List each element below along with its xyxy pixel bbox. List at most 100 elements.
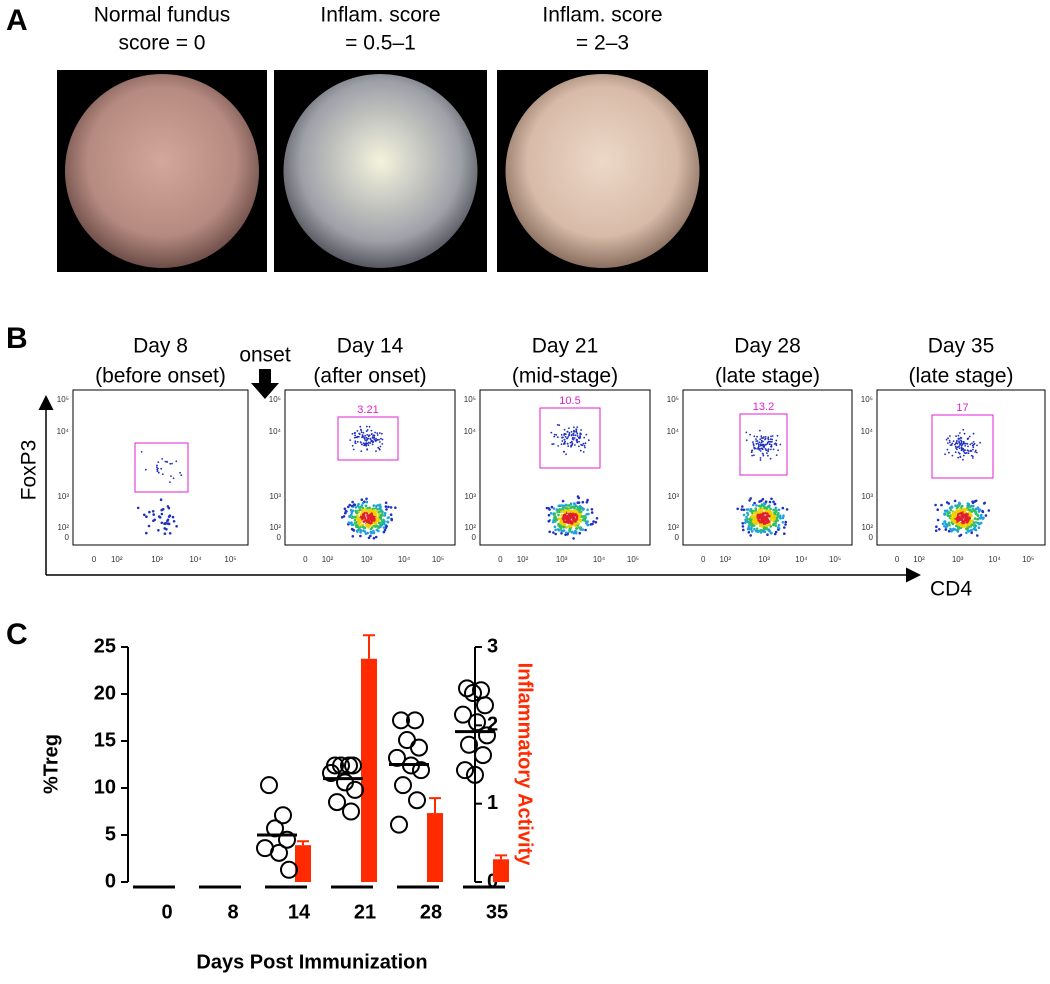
event-dot	[976, 444, 978, 447]
x-tick-label: 0	[92, 555, 97, 564]
event-dot	[767, 454, 769, 457]
x-tick-label: 14	[288, 901, 311, 923]
event-dot	[385, 508, 388, 511]
event-dot	[580, 429, 582, 431]
event-dot	[157, 471, 160, 474]
event-dot	[567, 504, 571, 507]
event-dot	[140, 451, 143, 453]
event-dot	[762, 526, 766, 529]
event-dot	[766, 452, 768, 454]
event-dot	[172, 477, 175, 480]
event-dot	[962, 450, 965, 453]
event-dot	[955, 511, 959, 514]
event-dot	[175, 460, 178, 463]
event-dot	[753, 512, 757, 515]
event-dot	[165, 460, 168, 463]
event-dot	[762, 502, 766, 505]
treg-point	[408, 791, 426, 810]
event-dot	[750, 530, 754, 533]
event-dot	[755, 504, 758, 507]
event-dot	[767, 440, 770, 443]
event-dot	[379, 514, 383, 518]
event-dot	[353, 518, 357, 522]
event-dot	[553, 516, 556, 520]
event-dot	[565, 525, 568, 529]
event-dot	[156, 466, 158, 469]
event-dot	[369, 437, 372, 440]
event-dot	[577, 436, 580, 439]
event-dot	[573, 430, 576, 433]
event-dot	[741, 522, 744, 525]
event-dot	[580, 443, 582, 446]
event-dot	[767, 529, 770, 532]
event-dot	[759, 443, 762, 446]
event-dot	[766, 512, 769, 515]
event-dot	[980, 516, 983, 520]
event-dot	[351, 432, 354, 435]
event-dot	[961, 447, 963, 449]
event-dot	[367, 519, 371, 523]
event-dot	[556, 436, 559, 439]
event-dot	[976, 534, 979, 537]
event-dot	[969, 443, 972, 446]
event-dot	[753, 435, 756, 438]
event-dot	[954, 504, 957, 508]
event-dot	[561, 499, 565, 503]
event-dot	[351, 444, 354, 447]
event-dot	[360, 428, 362, 431]
treg-point	[464, 684, 482, 703]
event-dot	[562, 523, 566, 526]
event-dot	[563, 520, 566, 523]
event-dot	[385, 525, 389, 528]
event-dot	[373, 438, 376, 440]
event-dot	[343, 507, 347, 511]
plot-frame	[284, 389, 456, 546]
event-dot	[572, 437, 574, 440]
event-dot	[369, 531, 373, 534]
event-dot	[365, 439, 368, 442]
event-dot	[578, 526, 581, 530]
event-dot	[387, 505, 390, 509]
event-dot	[372, 441, 374, 444]
event-dot	[377, 510, 381, 514]
event-dot	[576, 441, 579, 444]
event-dot	[943, 509, 947, 513]
event-dot	[364, 434, 367, 437]
event-dot	[561, 507, 565, 511]
event-dot	[974, 507, 978, 511]
event-dot	[962, 442, 965, 445]
event-dot	[974, 521, 978, 524]
event-dot	[760, 519, 763, 523]
event-dot	[761, 452, 764, 455]
event-dot	[956, 518, 959, 521]
event-dot	[768, 514, 771, 518]
event-dot	[970, 523, 974, 527]
treg-point	[460, 735, 478, 754]
fundus	[65, 74, 259, 268]
event-dot	[561, 517, 565, 520]
event-dot	[557, 513, 560, 517]
y-tick-label: 20	[94, 682, 116, 704]
fundus	[283, 74, 478, 268]
event-dot	[568, 433, 571, 436]
event-dot	[565, 531, 568, 535]
plot-frame	[876, 389, 1046, 546]
event-dot	[552, 507, 556, 510]
gate-value: 13.2	[753, 401, 774, 413]
event-dot	[365, 430, 368, 433]
event-dot	[749, 523, 753, 527]
event-dot	[360, 498, 364, 502]
event-dot	[769, 525, 772, 528]
event-dot	[773, 532, 777, 536]
event-dot	[566, 442, 569, 445]
event-dot	[940, 503, 943, 507]
event-dot	[971, 455, 974, 458]
event-dot	[367, 515, 370, 518]
event-dot	[353, 432, 356, 435]
event-dot	[551, 443, 554, 446]
event-dot	[943, 520, 946, 523]
event-dot	[751, 454, 753, 457]
event-dot	[959, 524, 963, 528]
event-dot	[936, 518, 940, 522]
event-dot	[560, 514, 563, 517]
